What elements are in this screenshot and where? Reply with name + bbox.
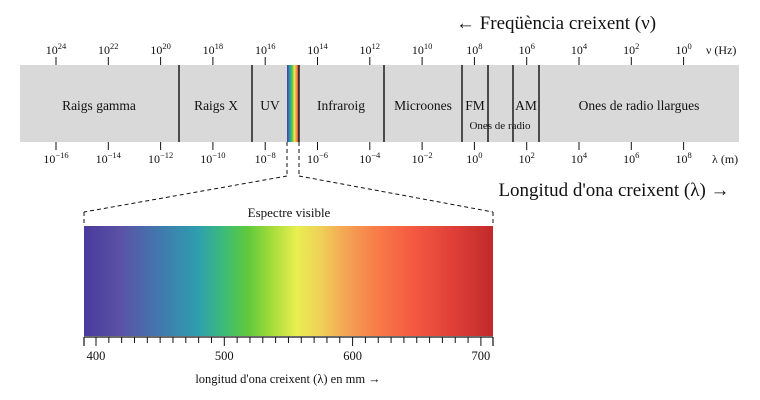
- frequency-axis: 1024 1022 1020 1018 1016 1014 1012 1010 108 106 10…: [46, 41, 692, 65]
- wavelength-unit: λ (m): [712, 152, 738, 166]
- wavelength-tick-label: 10−6: [307, 150, 328, 166]
- frequency-tick-label: 1014: [307, 41, 328, 57]
- frequency-tick-label: 1024: [46, 41, 67, 57]
- wavelength-tick-label: 10−16: [43, 150, 68, 166]
- band-label-xray: Raigs X: [194, 98, 238, 113]
- visible-tick-label: 700: [472, 349, 491, 363]
- visible-band-sliver: [287, 65, 299, 142]
- frequency-arrow-label: ← Freqüència creixent (ν): [456, 13, 656, 34]
- wavelength-tick-label: 106: [623, 150, 639, 166]
- wavelength-axis: 10−16 10−14 10−12 10−10 10−8 10−6 10−4 10−2 100 1…: [43, 142, 692, 166]
- wavelength-tick-label: 10−12: [148, 150, 173, 166]
- zoom-lines: [83, 142, 494, 226]
- visible-spectrum-gradient: [84, 226, 493, 336]
- visible-tick-label: 400: [87, 349, 106, 363]
- frequency-tick-label: 1012: [360, 41, 381, 57]
- band-label-am: AM: [515, 98, 537, 113]
- wavelength-tick-label: 100: [466, 150, 482, 166]
- frequency-tick-label: 1010: [412, 41, 433, 57]
- wavelength-tick-label: 104: [571, 150, 588, 166]
- wavelength-tick-label: 10−8: [255, 150, 276, 166]
- visible-spectrum-title: Espectre visible: [248, 205, 331, 220]
- band-label-uv: UV: [260, 98, 280, 113]
- frequency-tick-label: 1022: [98, 41, 119, 57]
- band-label-microwave: Microones: [394, 98, 452, 113]
- band-label-gamma: Raigs gamma: [62, 98, 136, 113]
- wavelength-tick-label: 10−4: [359, 150, 381, 166]
- visible-tick-label: 500: [215, 349, 234, 363]
- band-label-fm: FM: [465, 98, 485, 113]
- frequency-tick-label: 1020: [150, 41, 171, 57]
- frequency-tick-label: 100: [675, 41, 691, 57]
- band-label-radio: Ones de radio: [469, 120, 531, 132]
- spectrum-band-background: [20, 65, 739, 142]
- wavelength-tick-label: 10−2: [412, 150, 433, 166]
- wavelength-tick-label: 102: [519, 150, 535, 166]
- wavelength-tick-label: 10−14: [96, 150, 122, 166]
- band-label-long-radio: Ones de radio llargues: [579, 98, 700, 113]
- frequency-unit: ν (Hz): [706, 43, 736, 57]
- frequency-tick-label: 106: [519, 41, 535, 57]
- frequency-tick-label: 1018: [203, 41, 224, 57]
- frequency-tick-label: 104: [571, 41, 588, 57]
- wavelength-arrow-label: Longitud d'ona creixent (λ) →: [498, 180, 729, 201]
- visible-spectrum-axis: 400 500 600 700: [83, 336, 494, 363]
- frequency-tick-label: 108: [466, 41, 482, 57]
- wavelength-tick-label: 108: [675, 150, 691, 166]
- band-label-infrared: Infraroig: [317, 98, 365, 113]
- frequency-tick-label: 1016: [255, 41, 276, 57]
- visible-tick-label: 600: [343, 349, 362, 363]
- frequency-tick-label: 102: [623, 41, 639, 57]
- visible-axis-label: longitud d'ona creixent (λ) en mm →: [195, 372, 380, 386]
- band-dividers: [178, 65, 540, 142]
- wavelength-tick-label: 10−10: [200, 150, 225, 166]
